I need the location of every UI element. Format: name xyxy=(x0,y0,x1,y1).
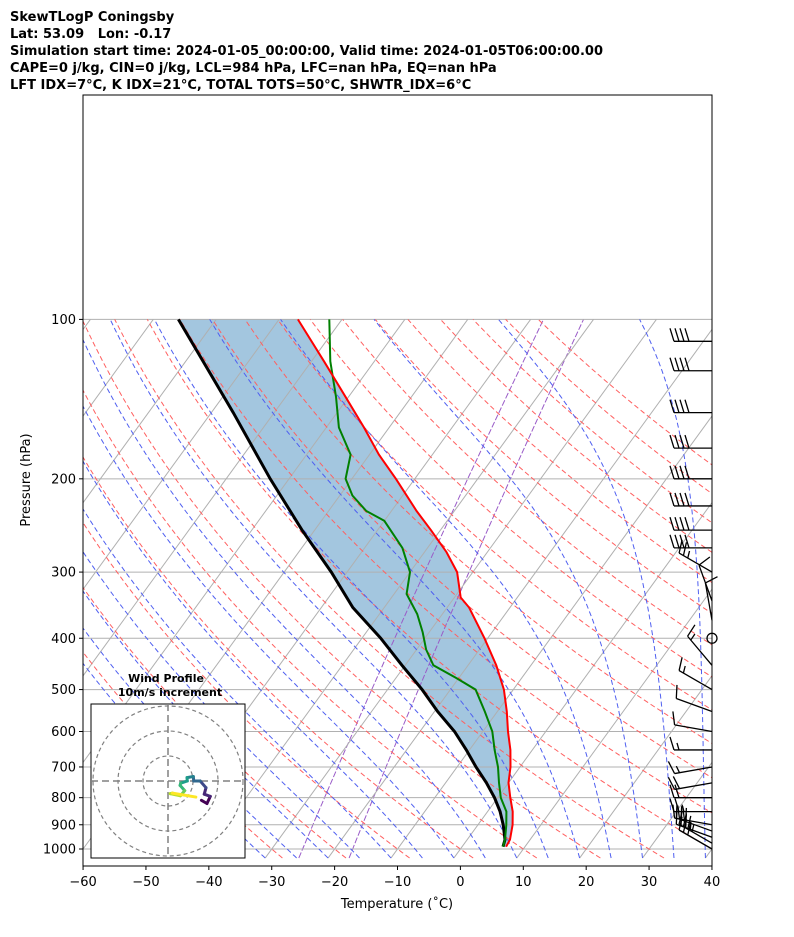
moist-adiabat xyxy=(83,405,455,859)
wind-barb xyxy=(687,624,713,666)
wind-barb xyxy=(669,434,712,449)
moist-adiabat xyxy=(639,319,706,858)
wind-barb xyxy=(667,776,713,791)
x-axis-label: Temperature (˚C) xyxy=(340,896,453,912)
x-tick-label: 10 xyxy=(515,875,532,890)
inset-title: Wind Profile xyxy=(128,672,204,685)
parcel-profile-line xyxy=(177,318,507,848)
inset-subtitle: 10m/s increment xyxy=(118,686,222,699)
x-tick-label: −40 xyxy=(195,875,222,890)
moist-adiabat xyxy=(109,319,518,859)
isotherm-line xyxy=(83,319,217,504)
isotherm-line xyxy=(83,319,343,677)
wind-barb xyxy=(669,736,712,751)
wind-barb xyxy=(675,684,713,713)
mixing-ratio-line xyxy=(348,319,584,859)
chart-title-line-3: Simulation start time: 2024-01-05_00:00:… xyxy=(10,44,603,59)
isotherm-line xyxy=(83,319,154,417)
moist-adiabat xyxy=(83,460,423,859)
dry-adiabat xyxy=(83,586,347,859)
isotherm-line xyxy=(453,501,712,859)
y-tick-label: 700 xyxy=(51,760,76,775)
dry-adiabat xyxy=(440,319,712,553)
wind-barb xyxy=(672,711,713,733)
isotherm-line xyxy=(642,761,712,859)
isotherm-line xyxy=(83,319,406,764)
wind-barb xyxy=(669,465,712,480)
wind-barb xyxy=(669,784,712,799)
chart-title-line-2: Lat: 53.09 Lon: -0.17 xyxy=(10,27,172,42)
x-tick-label: 0 xyxy=(456,875,464,890)
wind-barb xyxy=(669,399,712,414)
wind-barb xyxy=(667,761,713,775)
temperature-line xyxy=(297,318,514,848)
dry-adiabat xyxy=(277,319,712,711)
moist-adiabat xyxy=(373,319,643,859)
wind-barb xyxy=(698,556,713,602)
y-tick-label: 200 xyxy=(51,472,76,487)
x-tick-label: −10 xyxy=(384,875,411,890)
dry-adiabat xyxy=(83,389,538,859)
isotherm-line xyxy=(83,319,91,331)
dry-adiabat xyxy=(146,319,712,850)
chart-title-line-1: SkewTLogP Coningsby xyxy=(10,10,175,25)
chart-title-line-5: LFT IDX=7°C, K IDX=21°C, TOTAL TOTS=50°C… xyxy=(10,78,472,93)
x-tick-label: 30 xyxy=(641,875,658,890)
y-tick-label: 400 xyxy=(51,632,76,647)
x-tick-label: 20 xyxy=(578,875,595,890)
isotherm-line xyxy=(0,319,27,858)
wind-barb xyxy=(669,492,712,507)
moist-adiabat xyxy=(209,319,581,859)
chart-title-line-4: CAPE=0 j/kg, CIN=0 j/kg, LCL=984 hPa, LF… xyxy=(10,61,497,76)
isotherm-line xyxy=(705,848,712,859)
dewpoint-line xyxy=(328,319,508,847)
y-tick-label: 600 xyxy=(51,725,76,740)
moist-adiabat xyxy=(737,319,749,858)
wind-barb xyxy=(669,516,712,531)
y-tick-label: 300 xyxy=(51,566,76,581)
dry-adiabat xyxy=(537,319,712,466)
y-tick-label: 500 xyxy=(51,683,76,698)
wind-barb xyxy=(704,576,718,621)
mixing-ratio-line xyxy=(298,319,544,859)
isotherm-line xyxy=(516,588,712,859)
wind-barb xyxy=(669,328,712,342)
moist-adiabat xyxy=(153,319,549,859)
y-tick-label: 100 xyxy=(51,313,76,328)
y-tick-label: 900 xyxy=(51,818,76,833)
y-axis-label: Pressure (hPa) xyxy=(19,433,34,526)
wind-barb xyxy=(678,657,713,691)
isotherm-line xyxy=(390,415,712,859)
wind-barb xyxy=(669,357,712,372)
y-tick-label: 1000 xyxy=(43,843,76,858)
cin-shaded-area xyxy=(178,319,513,847)
x-tick-label: 40 xyxy=(704,875,721,890)
moist-adiabat xyxy=(498,319,675,859)
x-tick-label: −20 xyxy=(321,875,348,890)
x-tick-label: −60 xyxy=(69,875,96,890)
isotherm-line xyxy=(327,328,712,859)
moist-adiabat xyxy=(83,338,486,859)
dry-adiabat xyxy=(83,456,474,859)
hodograph-segment xyxy=(170,791,198,799)
dry-adiabat xyxy=(309,319,712,678)
wind-barb xyxy=(669,534,712,549)
y-tick-label: 800 xyxy=(51,791,76,806)
wind-barb xyxy=(669,798,712,813)
isotherm-line xyxy=(264,319,657,859)
dry-adiabat xyxy=(114,319,665,859)
x-tick-label: −50 xyxy=(132,875,159,890)
dry-adiabat xyxy=(83,320,601,859)
dry-adiabat xyxy=(407,319,712,584)
isotherm-line xyxy=(579,674,712,859)
wind-barb-calm xyxy=(706,632,718,644)
x-tick-label: −30 xyxy=(258,875,285,890)
moist-adiabat xyxy=(83,508,392,859)
